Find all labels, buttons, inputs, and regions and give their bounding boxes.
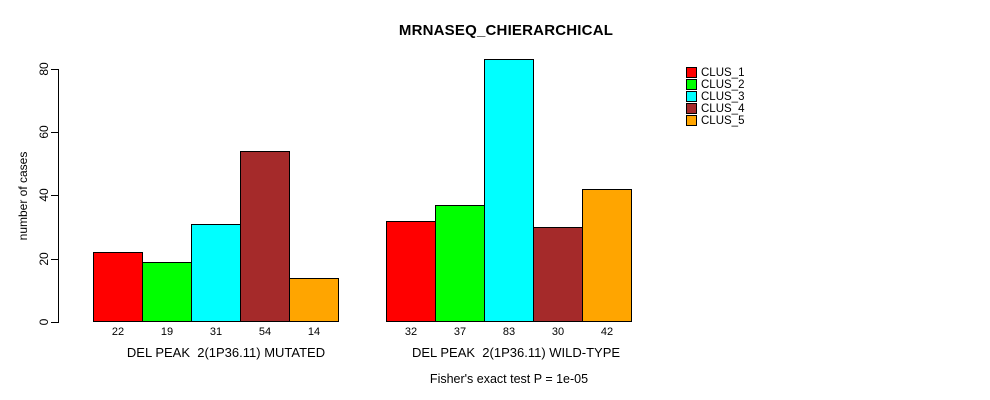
y-axis-tick [51, 322, 58, 324]
y-axis-tick-label: 40 [37, 188, 51, 202]
bar-clus_3-group2 [484, 59, 534, 322]
legend-swatch-clus_5 [686, 115, 697, 126]
legend-swatch-clus_2 [686, 79, 697, 90]
fisher-test-annotation: Fisher's exact test P = 1e-05 [429, 372, 589, 386]
y-axis-line [58, 69, 60, 323]
group-label-2: DEL PEAK 2(1P36.11) WILD-TYPE [411, 345, 621, 360]
y-axis-tick [51, 259, 58, 261]
bar-clus_5-group1 [289, 278, 339, 322]
bar-value-label: 42 [600, 326, 614, 338]
y-axis-tick-label: 20 [37, 252, 51, 266]
bar-value-label: 22 [111, 326, 125, 338]
bar-value-label: 54 [258, 326, 272, 338]
legend-label: CLUS_5 [701, 115, 745, 127]
y-axis-tick-label: 0 [37, 318, 51, 326]
bar-clus_1-group2 [386, 221, 436, 322]
bar-value-label: 83 [502, 326, 516, 338]
legend-swatch-clus_3 [686, 91, 697, 102]
group-label-1: DEL PEAK 2(1P36.11) MUTATED [126, 345, 326, 360]
bar-value-label: 32 [404, 326, 418, 338]
legend-label: CLUS_4 [701, 103, 745, 115]
legend-swatch-clus_4 [686, 103, 697, 114]
y-axis-tick [51, 195, 58, 197]
bar-clus_2-group1 [142, 262, 192, 322]
y-axis-tick-label: 60 [37, 125, 51, 139]
bar-clus_4-group1 [240, 151, 290, 322]
legend-label: CLUS_2 [701, 79, 745, 91]
bar-clus_3-group1 [191, 224, 241, 322]
bar-value-label: 31 [209, 326, 223, 338]
bar-clus_4-group2 [533, 227, 583, 322]
chart-title: MRNASEQ_CHIERARCHICAL [398, 22, 614, 39]
y-axis-tick-label: 80 [37, 62, 51, 76]
bar-clus_2-group2 [435, 205, 485, 322]
bar-clus_1-group1 [93, 252, 143, 322]
y-axis-tick [51, 132, 58, 134]
bar-value-label: 14 [307, 326, 321, 338]
legend-swatch-clus_1 [686, 67, 697, 78]
bar-value-label: 30 [551, 326, 565, 338]
bar-clus_5-group2 [582, 189, 632, 322]
legend-label: CLUS_1 [701, 67, 745, 79]
y-axis-tick [51, 69, 58, 71]
y-axis-label: number of cases [16, 151, 30, 241]
legend-label: CLUS_3 [701, 91, 745, 103]
bar-value-label: 37 [453, 326, 467, 338]
bar-value-label: 19 [160, 326, 174, 338]
